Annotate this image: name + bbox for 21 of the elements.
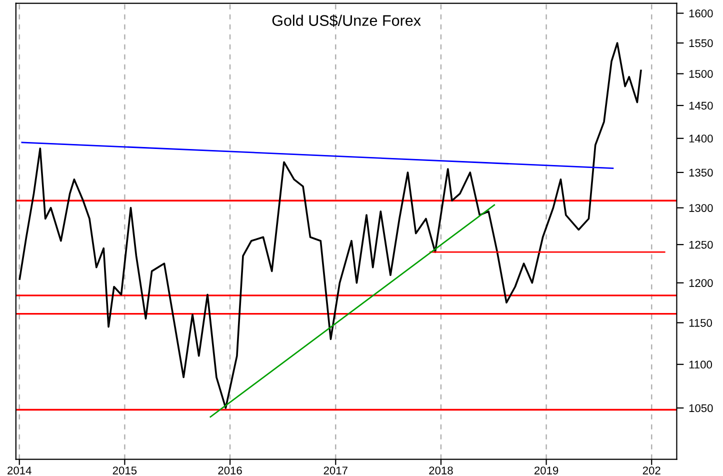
y-tick-label: 1550	[689, 39, 713, 48]
y-tick-label: 1050	[689, 404, 713, 412]
y-tick-label: 1600	[689, 10, 713, 18]
y-tick-label: 1300	[689, 204, 713, 212]
y-tick-label: 1100	[689, 360, 712, 369]
line-series	[18, 42, 642, 409]
x-tick-label: 2019	[534, 466, 558, 474]
x-tick-label: 2017	[324, 466, 348, 474]
y-tick-label: 1250	[689, 240, 713, 249]
x-tick-label: 2014	[8, 466, 32, 474]
text: Gold US$/Unze Forex	[272, 14, 421, 27]
y-tick-label: 1200	[689, 279, 713, 287]
x-tick-label: 202	[642, 466, 660, 474]
y-tick-label: 1450	[689, 102, 713, 110]
y-tick-label: 1500	[689, 70, 713, 78]
y-tick-label: 1150	[689, 318, 712, 327]
x-tick-label: 2015	[112, 466, 137, 474]
x-tick-label: 2018	[429, 466, 453, 474]
y-tick-label: 1350	[689, 168, 713, 177]
y-tick-label: 1400	[689, 134, 713, 143]
x-tick-label: 2016	[218, 466, 242, 474]
